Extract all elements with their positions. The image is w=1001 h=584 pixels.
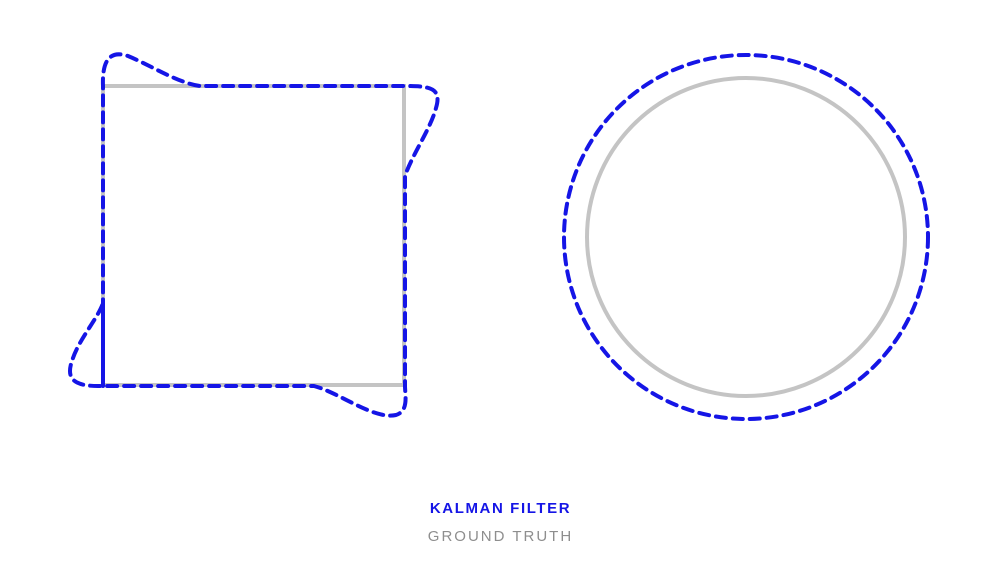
ground-truth-square <box>101 84 406 387</box>
legend-kalman-filter: KALMAN FILTER <box>429 500 572 517</box>
ground-truth-circle <box>585 76 907 398</box>
legend-ground-truth: GROUND TRUTH <box>427 528 574 545</box>
kalman-filter-circle-trace <box>562 53 930 421</box>
kalman-filter-square-trace <box>68 52 440 418</box>
